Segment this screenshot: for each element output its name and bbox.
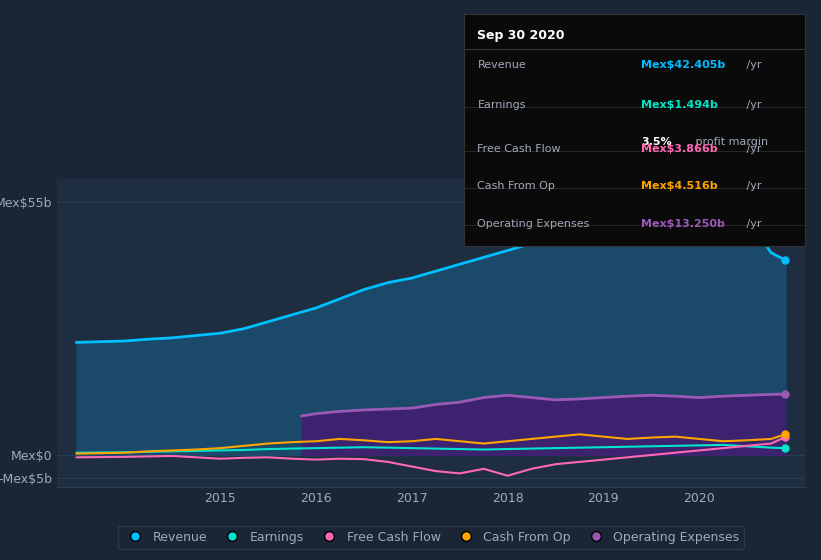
Legend: Revenue, Earnings, Free Cash Flow, Cash From Op, Operating Expenses: Revenue, Earnings, Free Cash Flow, Cash … xyxy=(117,526,745,549)
Text: Free Cash Flow: Free Cash Flow xyxy=(478,144,561,154)
Text: Mex$13.250b: Mex$13.250b xyxy=(641,218,725,228)
Text: Mex$42.405b: Mex$42.405b xyxy=(641,60,725,71)
Text: /yr: /yr xyxy=(743,144,762,154)
Text: /yr: /yr xyxy=(743,218,762,228)
Text: Mex$3.866b: Mex$3.866b xyxy=(641,144,718,154)
Text: Mex$4.516b: Mex$4.516b xyxy=(641,181,718,192)
Text: Sep 30 2020: Sep 30 2020 xyxy=(478,29,565,42)
Text: Earnings: Earnings xyxy=(478,100,526,110)
Text: Operating Expenses: Operating Expenses xyxy=(478,218,589,228)
Text: 3.5%: 3.5% xyxy=(641,137,672,147)
Text: /yr: /yr xyxy=(743,100,762,110)
Text: Revenue: Revenue xyxy=(478,60,526,71)
Text: profit margin: profit margin xyxy=(692,137,768,147)
Text: Mex$1.494b: Mex$1.494b xyxy=(641,100,718,110)
Text: /yr: /yr xyxy=(743,181,762,192)
Text: /yr: /yr xyxy=(743,60,762,71)
Text: Cash From Op: Cash From Op xyxy=(478,181,555,192)
